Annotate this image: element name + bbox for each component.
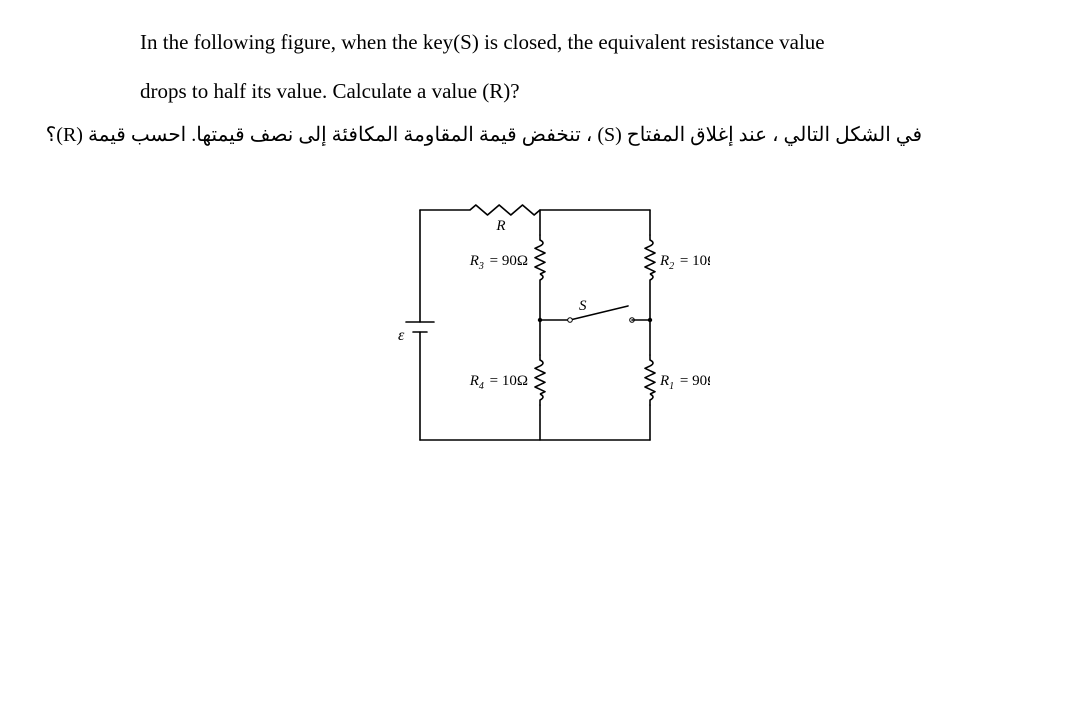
- svg-text:S: S: [579, 298, 587, 314]
- svg-text:R3 = 90Ω: R3 = 90Ω: [469, 253, 528, 272]
- circuit-svg: ε S R R3 = 90Ω R2 = 10Ω R4 = 10Ω R1 = 90Ω: [370, 190, 710, 470]
- svg-text:R1 = 90Ω: R1 = 90Ω: [659, 373, 710, 392]
- circuit-diagram: ε S R R3 = 90Ω R2 = 10Ω R4 = 10Ω R1 = 90Ω: [370, 190, 710, 470]
- svg-text:ε: ε: [398, 327, 405, 344]
- problem-text-line2: drops to half its value. Calculate a val…: [140, 77, 520, 106]
- svg-text:R2 = 10Ω: R2 = 10Ω: [659, 253, 710, 272]
- svg-text:R: R: [495, 218, 505, 234]
- page-root: In the following figure, when the key(S)…: [0, 0, 1080, 702]
- svg-text:R4 = 10Ω: R4 = 10Ω: [469, 373, 528, 392]
- problem-text-line1: In the following figure, when the key(S)…: [140, 28, 825, 57]
- problem-text-arabic: في الشكل التالي ، عند إغلاق المفتاح (S) …: [46, 122, 922, 147]
